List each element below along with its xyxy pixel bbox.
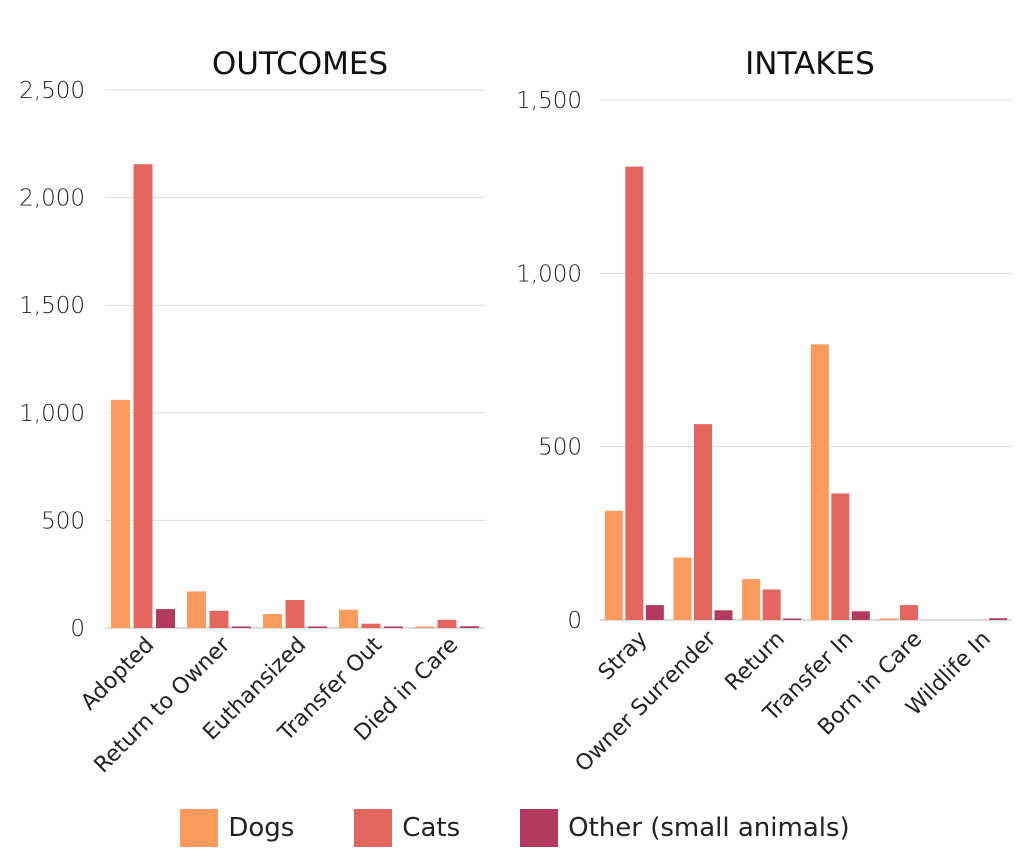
intakes-bar-other-return xyxy=(783,618,802,620)
intakes-category-label: Return xyxy=(721,627,790,696)
outcomes-chart: OUTCOMES05001,0001,5002,0002,500AdoptedR… xyxy=(19,46,485,778)
intakes-bar-dogs-born-in-care xyxy=(879,618,898,620)
outcomes-y-tick-label: 0 xyxy=(70,616,85,642)
legend-item-dogs: Dogs xyxy=(180,809,294,847)
outcomes-bar-other-died-in-care xyxy=(460,626,479,628)
intakes-bar-dogs-stray xyxy=(604,510,623,620)
outcomes-bar-cats-return-to-owner xyxy=(209,610,229,628)
legend-swatch-cats xyxy=(354,809,393,847)
intakes-y-tick-label: 1,000 xyxy=(516,261,582,287)
intakes-bar-cats-return xyxy=(762,589,781,620)
outcomes-bar-other-euthansized xyxy=(308,626,327,628)
outcomes-bar-cats-adopted xyxy=(133,164,153,628)
intakes-category-label: Stray xyxy=(594,627,653,686)
intakes-bar-other-stray xyxy=(645,605,664,620)
outcomes-bar-dogs-euthansized xyxy=(263,614,282,628)
legend-swatch-other xyxy=(520,809,559,847)
outcomes-bar-dogs-adopted xyxy=(111,399,130,628)
intakes-bar-dogs-return xyxy=(742,579,761,620)
outcomes-y-tick-label: 1,000 xyxy=(19,401,85,427)
outcomes-bar-other-return-to-owner xyxy=(232,626,251,628)
legend-label-cats: Cats xyxy=(402,813,461,843)
outcomes-y-tick-label: 2,500 xyxy=(19,78,85,104)
legend-label-dogs: Dogs xyxy=(228,813,295,843)
outcomes-y-tick-label: 1,500 xyxy=(19,293,85,319)
outcomes-bar-dogs-return-to-owner xyxy=(187,591,206,628)
intakes-bar-cats-born-in-care xyxy=(900,605,918,620)
intakes-bar-cats-owner-surrender xyxy=(694,424,712,620)
intakes-y-tick-label: 500 xyxy=(538,435,582,461)
outcomes-y-tick-label: 2,000 xyxy=(19,186,85,212)
legend-item-other: Other (small animals) xyxy=(520,809,850,847)
charts-canvas: OUTCOMES05001,0001,5002,0002,500AdoptedR… xyxy=(19,46,1012,778)
legend-swatch-dogs xyxy=(180,809,219,847)
legend-item-cats: Cats xyxy=(354,809,460,847)
outcomes-title: OUTCOMES xyxy=(212,46,388,82)
intakes-bar-cats-stray xyxy=(625,166,644,620)
outcomes-category-label: Return to Owner xyxy=(90,632,236,778)
intakes-bar-other-transfer-in xyxy=(851,611,870,620)
outcomes-bar-other-transfer-out xyxy=(384,626,403,628)
intakes-y-tick-label: 0 xyxy=(567,608,582,634)
intakes-bar-other-wildlife-in xyxy=(989,618,1008,620)
intakes-title: INTAKES xyxy=(745,46,875,82)
intakes-bar-dogs-transfer-in xyxy=(810,344,829,620)
intakes-bar-cats-transfer-in xyxy=(831,493,850,620)
outcomes-bar-dogs-died-in-care xyxy=(415,626,434,628)
outcomes-bar-dogs-transfer-out xyxy=(339,609,358,628)
intakes-bar-dogs-owner-surrender xyxy=(673,557,692,620)
outcomes-y-tick-label: 500 xyxy=(41,508,85,534)
legend-label-other: Other (small animals) xyxy=(568,813,850,843)
intakes-bar-other-owner-surrender xyxy=(714,610,733,620)
outcomes-bar-cats-transfer-out xyxy=(361,623,381,628)
legend: Dogs Cats Other (small animals) xyxy=(0,806,1030,850)
outcomes-bar-other-adopted xyxy=(156,609,175,628)
outcomes-bar-cats-euthansized xyxy=(285,600,305,628)
intakes-y-tick-label: 1,500 xyxy=(516,88,582,114)
outcomes-bar-cats-died-in-care xyxy=(437,619,457,628)
